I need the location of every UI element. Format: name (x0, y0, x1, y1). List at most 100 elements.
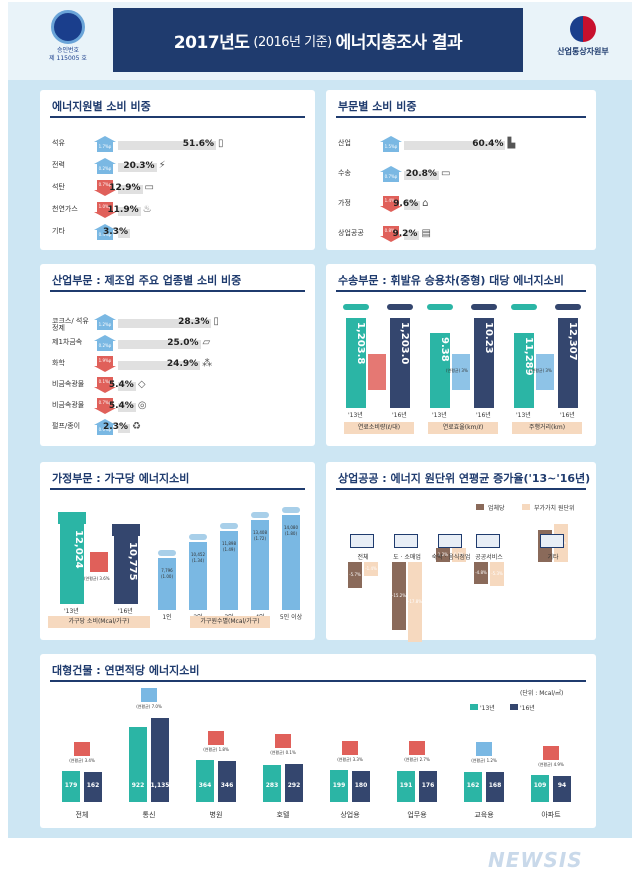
year-label: '13년 (516, 412, 531, 419)
bar-value: 51.6% (182, 139, 215, 149)
change-value: 1.4%p (383, 196, 399, 206)
metal-bars-icon: ▱ (202, 337, 211, 348)
size-value: 13,408 (253, 530, 267, 535)
bar-value: 179 (64, 781, 78, 789)
building-label: 호텔 (276, 811, 290, 819)
bar-2016: 10,775 (114, 536, 138, 604)
arrow-head (94, 387, 116, 393)
decrease-arrow-icon: 1.9%p (94, 356, 116, 372)
approval-number: 제 115005 호 (49, 55, 87, 62)
panel-divider (50, 116, 305, 118)
cap-icon (427, 304, 453, 310)
rate-value: 1.2% (437, 552, 449, 557)
sector-label: 숙박 · 음식점업 (431, 554, 471, 561)
household-panel: 가정부문 : 가구당 에너지소비 12,024 10,775 (연평균) 3.6% '… (40, 462, 315, 640)
header: 승인번호 제 115005 호 2017년도 (2016년 기준) 에너지총조사 … (8, 2, 632, 80)
bar-row: 코크스/ 석유정제 1.2%p 28.3% ▯ (52, 314, 302, 332)
decrease-arrow-icon: 0.8%p (380, 226, 402, 242)
bar-value: 176 (421, 781, 435, 789)
change-value: 1.0%p (97, 202, 113, 212)
sector-building-icon (394, 534, 418, 548)
decrease-arrow-icon: 0.7%p (94, 180, 116, 196)
bar-fill (118, 141, 217, 150)
sector-label: 공공서비스 (475, 554, 503, 561)
bar-value: 9.38 (439, 337, 450, 362)
bar-row: 비금속광물 0.7%p 5.4% ◎ (52, 398, 302, 414)
commercial-title: 상업공공 : 에너지 원단위 연평균 증가율('13~'16년) (338, 472, 591, 485)
title-year: 2017년도 (173, 32, 250, 53)
decrease-arrow-icon (90, 552, 108, 572)
bar-row: 화학 1.9%p 24.9% ⁂ (52, 356, 302, 372)
bar-row: 비금속광물 0.1%p 5.4% ◇ (52, 377, 302, 393)
bar-2013: 922 (129, 726, 147, 802)
bar-value: 28.3% (178, 317, 210, 327)
ministry-name: 산업통상자원부 (557, 47, 609, 56)
cap-icon (555, 304, 581, 310)
recycle-icon: ♻ (132, 421, 141, 432)
bar-2016: 176 (419, 771, 437, 802)
bar-row: 석탄 0.7%p 12.9% ▭ (52, 180, 302, 196)
title-basis: (2016년 기준) (253, 34, 332, 50)
legend-swatch-2013 (470, 704, 478, 710)
transport-group: 9.38 10.23 (연평균) 3% '13년 '16년 연료효율(km/ℓ) (424, 304, 504, 444)
cap-icon (511, 304, 537, 310)
increase-arrow-icon: 1.5%p (380, 136, 402, 152)
change-note: (연평균) 3.3% (337, 757, 363, 763)
change-note: (연평균) 0.1% (270, 750, 296, 756)
industry-title: 산업부문 : 제조업 주요 업종별 소비 비중 (52, 274, 242, 287)
bar-fill (118, 382, 136, 391)
increase-arrow-icon: 0.7%p (380, 166, 402, 182)
change-note: (연평균) 7.0% (136, 704, 162, 709)
page-title: 2017년도 (2016년 기준) 에너지총조사 결과 (113, 8, 523, 72)
bar-fill (118, 340, 201, 349)
panel-divider (50, 680, 586, 682)
change-value: 1.5%p (383, 142, 399, 152)
pipe-icon: ◎ (137, 400, 147, 411)
legend-label: 업체당 (488, 505, 505, 512)
building-icon: ▤ (421, 228, 431, 239)
panel-divider (336, 488, 586, 490)
bar-value: 199 (332, 781, 346, 789)
building-icon (112, 524, 140, 536)
bar-fill (118, 361, 201, 370)
coal-cart-icon: ▭ (144, 182, 154, 193)
change-value: 0.1%p (97, 377, 113, 387)
arrow-head (94, 408, 116, 414)
bar-value: 180 (354, 781, 368, 789)
pylon-icon: ⚡ (158, 160, 166, 171)
decrease-arrow-icon (409, 741, 425, 756)
bar-value: 168 (488, 781, 502, 789)
decrease-arrow-icon (342, 741, 358, 756)
bar-value: 3.3% (103, 227, 128, 237)
bar-value: 94 (557, 781, 567, 789)
people-icon (251, 512, 269, 518)
increase-arrow-icon: 0.0%p (94, 419, 116, 435)
size-ratio: (1.80) (284, 531, 298, 536)
people-icon (282, 507, 300, 513)
sector-label: 기타 (547, 554, 559, 561)
building-label: 병원 (209, 811, 223, 819)
sector-title: 부문별 소비 비중 (338, 100, 417, 113)
legend-label: '16년 (520, 705, 535, 712)
title-text: 에너지총조사 결과 (335, 32, 463, 53)
decrease-arrow-icon (408, 562, 422, 643)
bar-value: 25.0% (167, 338, 199, 348)
people-icon (158, 550, 176, 556)
size-bar (251, 520, 269, 610)
arrow-head (380, 136, 402, 142)
bar-label: 화학 (52, 359, 65, 367)
transport-panel: 수송부문 : 휘발유 승용차(중형) 대당 에너지소비 1,203.8 1,203… (326, 264, 596, 446)
bar-2016: 1,203.0 (390, 318, 410, 408)
change-value: 1.7%p (97, 142, 113, 152)
newsis-watermark: NEWSIS (488, 848, 583, 872)
bar-value: 60.4% (472, 139, 504, 149)
bar-label: 제1차금속 (52, 338, 83, 346)
cap-icon (387, 304, 413, 310)
arrow-head (94, 212, 116, 218)
bar-label: 전력 (52, 161, 65, 169)
bar-fill (404, 201, 421, 210)
arrow-head (94, 158, 116, 164)
energy-source-panel: 에너지원별 소비 비중 석유 1.7%p 51.6% ▯ 전력 0.2%p 20.3% ⚡ 석탄… (40, 90, 315, 250)
change-value: 1.2%p (97, 320, 113, 330)
cap-icon (471, 304, 497, 310)
